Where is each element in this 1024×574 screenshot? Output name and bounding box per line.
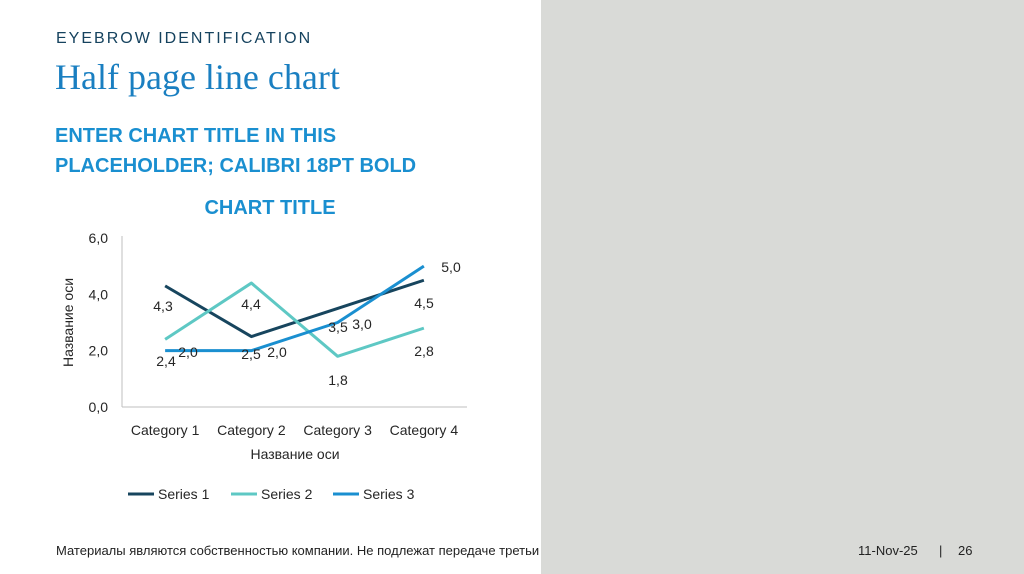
y-tick-label: 6,0 bbox=[89, 230, 109, 246]
chart-placeholder-title: ENTER CHART TITLE IN THIS PLACEHOLDER; C… bbox=[55, 125, 417, 177]
decorative-side-panel bbox=[541, 0, 1024, 574]
data-label-series-3: 2,0 bbox=[267, 344, 287, 360]
eyebrow-label: EYEBROW IDENTIFICATION bbox=[56, 30, 313, 47]
y-tick-label: 0,0 bbox=[89, 399, 109, 415]
data-label-series-2: 4,4 bbox=[241, 296, 261, 312]
footer-separator: | bbox=[939, 543, 943, 558]
y-tick-label: 2,0 bbox=[89, 343, 109, 359]
chart-title: CHART TITLE bbox=[204, 197, 335, 219]
data-label-series-1: 2,5 bbox=[241, 346, 261, 362]
data-label-series-3: 3,0 bbox=[352, 316, 372, 332]
page-number: 26 bbox=[958, 543, 973, 558]
legend-label-series-2: Series 2 bbox=[261, 486, 313, 502]
data-label-series-2: 2,8 bbox=[414, 343, 434, 359]
x-tick-label: Category 4 bbox=[390, 422, 459, 438]
series-line-2 bbox=[164, 281, 425, 358]
x-axis-title: Название оси bbox=[250, 446, 339, 462]
y-tick-label: 4,0 bbox=[89, 286, 109, 302]
data-label-series-1: 3,5 bbox=[328, 319, 348, 335]
series-line-1 bbox=[164, 278, 425, 339]
footer-date: 11-Nov-25 bbox=[858, 543, 918, 558]
data-label-series-2: 1,8 bbox=[328, 372, 348, 388]
data-label-series-3: 5,0 bbox=[441, 259, 461, 275]
series-line-3 bbox=[165, 264, 425, 353]
data-label-series-1: 4,5 bbox=[414, 295, 434, 311]
x-tick-label: Category 2 bbox=[217, 422, 286, 438]
line-chart-svg: CHART TITLE 0,0 2,0 4,0 6,0 Category 1 Categor… bbox=[60, 197, 467, 502]
line-chart: CHART TITLE 0,0 2,0 4,0 6,0 Category 1 Categor… bbox=[0, 185, 541, 525]
data-label-series-1: 4,3 bbox=[153, 298, 173, 314]
legend-label-series-1: Series 1 bbox=[158, 486, 210, 502]
footer-disclaimer: Материалы являются собственностью компан… bbox=[56, 543, 540, 558]
page-title: Half page line chart bbox=[55, 57, 340, 97]
data-label-series-2: 2,4 bbox=[156, 353, 176, 369]
x-tick-label: Category 1 bbox=[131, 422, 200, 438]
y-axis-title: Название оси bbox=[60, 278, 76, 367]
data-label-series-3: 2,0 bbox=[178, 344, 198, 360]
x-tick-label: Category 3 bbox=[303, 422, 372, 438]
legend-label-series-3: Series 3 bbox=[363, 486, 415, 502]
